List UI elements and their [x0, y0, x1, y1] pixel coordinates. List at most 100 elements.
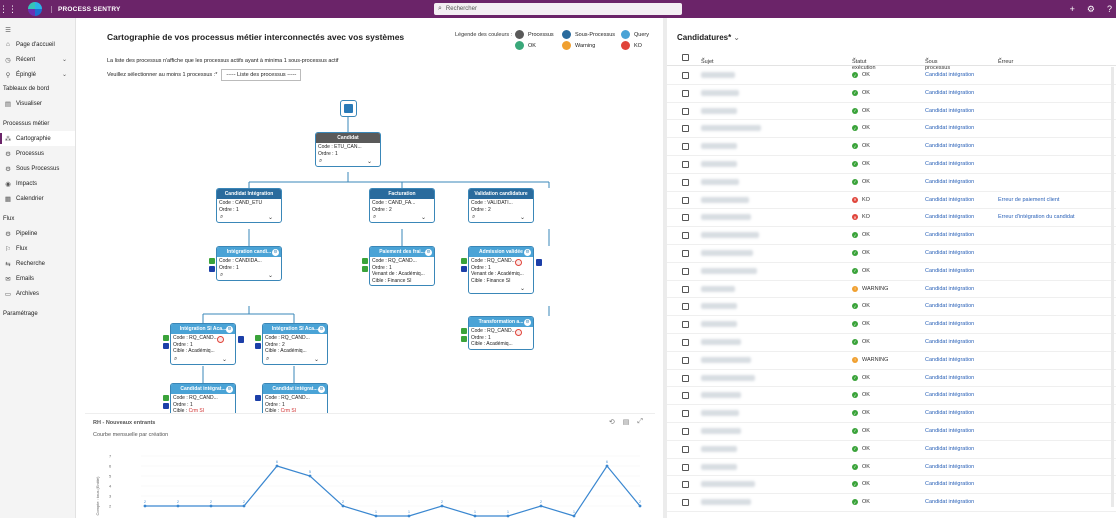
subject-cell[interactable]: [701, 178, 739, 185]
subprocess-link[interactable]: Candidat intégration: [925, 178, 975, 185]
row-checkbox[interactable]: [682, 285, 689, 293]
data-point[interactable]: [473, 514, 477, 518]
data-point[interactable]: [341, 504, 345, 508]
view-title[interactable]: Candidatures* ⌄: [677, 33, 740, 42]
sidebar-item-calendrier[interactable]: ▦ Calendrier: [0, 191, 75, 206]
subject-cell[interactable]: [701, 481, 755, 488]
table-row[interactable]: ✓ OK Candidat intégration: [667, 387, 1116, 406]
flow-start-node[interactable]: [340, 100, 357, 117]
subject-cell[interactable]: [701, 303, 737, 310]
row-checkbox[interactable]: [682, 72, 689, 79]
subprocess-link[interactable]: Candidat intégration: [925, 285, 975, 292]
subprocess-link[interactable]: Candidat intégration: [925, 249, 975, 256]
help-icon[interactable]: ?: [1106, 4, 1112, 14]
subject-cell[interactable]: [701, 321, 737, 328]
row-checkbox[interactable]: [682, 267, 689, 275]
row-checkbox[interactable]: [682, 125, 689, 133]
subprocess-link[interactable]: Candidat intégration: [925, 232, 975, 239]
row-checkbox[interactable]: [682, 410, 689, 418]
search-icon[interactable]: ⌕: [174, 355, 178, 362]
row-checkbox[interactable]: [682, 374, 689, 382]
subject-cell[interactable]: [701, 89, 739, 96]
table-row[interactable]: ✓ OK Candidat intégration: [667, 316, 1116, 334]
row-checkbox[interactable]: [682, 143, 689, 151]
sidebar-item-processus[interactable]: ⚙ Processus: [0, 146, 75, 161]
row-checkbox[interactable]: [682, 107, 689, 115]
data-point[interactable]: [176, 504, 180, 508]
table-row[interactable]: ✓ OK Candidat intégration: [667, 156, 1116, 174]
node-candidat-integration[interactable]: Candidat Intégration Code : CAND_ETU Ordr…: [216, 188, 282, 223]
run-icon[interactable]: [255, 343, 261, 349]
subject-cell[interactable]: [701, 249, 753, 256]
table-row[interactable]: ✓ OK Candidat intégration: [667, 245, 1116, 263]
search-icon[interactable]: ⌕: [319, 158, 323, 164]
subprocess-link[interactable]: Candidat intégration: [925, 338, 975, 345]
table-row[interactable]: ✓ OK Candidat intégration: [667, 494, 1116, 512]
data-point[interactable]: [539, 504, 543, 508]
subprocess-link[interactable]: Candidat intégration: [925, 160, 975, 167]
search-input[interactable]: ⌕ Rechercher: [434, 3, 682, 15]
table-row[interactable]: ✓ OK Candidat intégration: [667, 405, 1116, 423]
chevron-down-icon[interactable]: ⌄: [267, 215, 273, 221]
search-icon[interactable]: ⌕: [472, 214, 476, 220]
subject-cell[interactable]: [701, 232, 759, 239]
subject-cell[interactable]: [701, 267, 757, 274]
user-icon[interactable]: [238, 336, 244, 343]
data-point[interactable]: [275, 464, 279, 468]
subject-cell[interactable]: [701, 445, 737, 452]
subprocess-link[interactable]: Candidat intégration: [925, 481, 975, 488]
table-row[interactable]: ✓ OK Candidat intégration: [667, 334, 1116, 352]
row-checkbox[interactable]: [682, 178, 689, 186]
table-row[interactable]: ✕ KO Candidat intégration Erreur de paiemen…: [667, 192, 1116, 210]
subject-cell[interactable]: [701, 214, 751, 221]
table-row[interactable]: ✓ OK Candidat intégration: [667, 120, 1116, 139]
data-point[interactable]: [308, 474, 312, 478]
row-checkbox[interactable]: [682, 303, 689, 311]
node-integration-si-b[interactable]: Intégration SI Aca... ⚙ Code : RQ_CAND...…: [255, 323, 328, 365]
table-row[interactable]: ✓ OK Candidat intégration: [667, 67, 1116, 85]
row-checkbox[interactable]: [682, 338, 689, 346]
column-status[interactable]: Statut exécution ⌄: [852, 55, 876, 71]
subject-cell[interactable]: [701, 410, 739, 417]
subprocess-link[interactable]: Candidat intégration: [925, 499, 975, 506]
search-icon[interactable]: ⌕: [266, 355, 270, 362]
process-select[interactable]: ----- Liste des processus -----: [221, 69, 302, 81]
data-point[interactable]: [407, 514, 411, 518]
subprocess-link[interactable]: Candidat intégration: [925, 143, 975, 150]
subject-cell[interactable]: [701, 143, 737, 150]
subprocess-link[interactable]: Candidat intégration: [925, 89, 975, 96]
subprocess-link[interactable]: Candidat intégration: [925, 107, 975, 114]
data-point[interactable]: [374, 514, 378, 518]
subject-cell[interactable]: [701, 392, 741, 399]
table-row[interactable]: ! WARNING Candidat intégration: [667, 352, 1116, 370]
sidebar-item-cartographie[interactable]: ⁂ Cartographie: [0, 131, 75, 146]
table-view-icon[interactable]: ▤: [622, 419, 630, 426]
subject-cell[interactable]: [701, 427, 741, 434]
node-transformation[interactable]: Transformation a... ⚙ Code : RQ_CAND... Or…: [461, 316, 534, 350]
subprocess-link[interactable]: Candidat intégration: [925, 410, 975, 417]
run-icon[interactable]: [163, 403, 169, 409]
data-point[interactable]: [440, 504, 444, 508]
error-link[interactable]: Erreur de paiement client: [998, 196, 1060, 203]
row-checkbox[interactable]: [682, 445, 689, 453]
table-row[interactable]: ✓ OK Candidat intégration: [667, 263, 1116, 281]
select-all-checkbox[interactable]: [682, 54, 689, 61]
refresh-icon[interactable]: ⟲: [608, 419, 615, 426]
row-checkbox[interactable]: [682, 89, 689, 97]
plus-icon[interactable]: +: [1069, 4, 1075, 14]
data-point[interactable]: [506, 514, 510, 518]
table-row[interactable]: ✓ OK Candidat intégration: [667, 423, 1116, 441]
subject-cell[interactable]: [701, 499, 751, 506]
table-row[interactable]: ✓ OK Candidat intégration: [667, 298, 1116, 317]
sidebar-item-sous-processus[interactable]: ⚙ Sous Processus: [0, 161, 75, 176]
sidebar-toggle[interactable]: ☰: [0, 22, 75, 37]
subject-cell[interactable]: [701, 196, 749, 203]
column-subprocess[interactable]: Sous processus ⌄: [925, 55, 951, 71]
table-row[interactable]: ✓ OK Candidat intégration: [667, 174, 1116, 192]
subject-cell[interactable]: [701, 463, 737, 470]
subject-cell[interactable]: [701, 374, 755, 381]
table-row[interactable]: ✓ OK Candidat intégration: [667, 370, 1116, 388]
data-point[interactable]: [242, 504, 246, 508]
subject-cell[interactable]: [701, 285, 735, 292]
subject-cell[interactable]: [701, 356, 751, 363]
